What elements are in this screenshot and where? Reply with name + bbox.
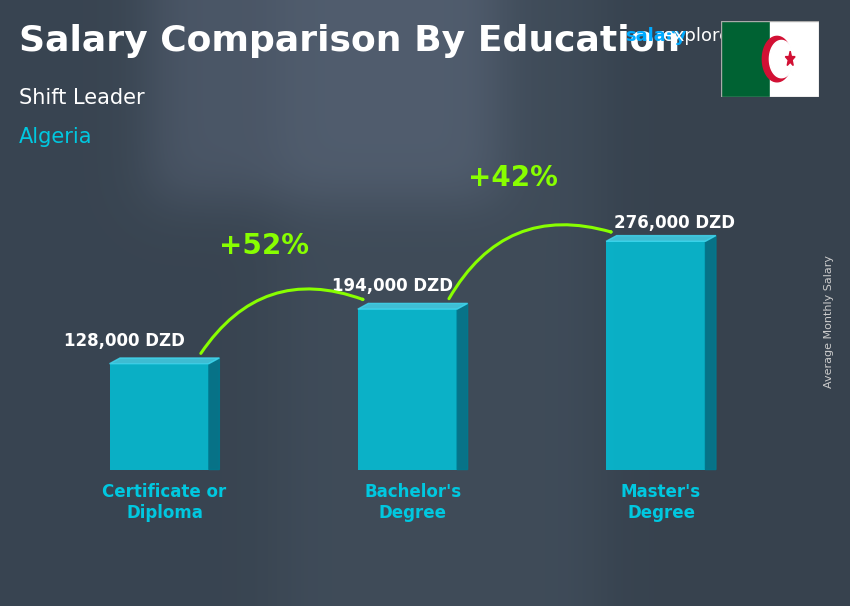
Text: 194,000 DZD: 194,000 DZD bbox=[332, 278, 453, 295]
Text: Shift Leader: Shift Leader bbox=[19, 88, 144, 108]
Text: explorer.com: explorer.com bbox=[663, 27, 780, 45]
Polygon shape bbox=[209, 358, 219, 470]
Polygon shape bbox=[762, 36, 791, 82]
Polygon shape bbox=[785, 51, 795, 65]
Bar bbox=[110, 364, 209, 470]
Polygon shape bbox=[769, 21, 819, 97]
Polygon shape bbox=[769, 41, 793, 78]
Text: Certificate or
Diploma: Certificate or Diploma bbox=[102, 483, 227, 522]
Polygon shape bbox=[110, 358, 219, 364]
Text: +52%: +52% bbox=[219, 232, 309, 260]
Bar bbox=[606, 241, 706, 470]
Text: salary: salary bbox=[625, 27, 686, 45]
Polygon shape bbox=[457, 304, 468, 470]
Text: 276,000 DZD: 276,000 DZD bbox=[615, 214, 735, 232]
Text: +42%: +42% bbox=[468, 164, 558, 192]
Polygon shape bbox=[358, 304, 468, 309]
Text: 128,000 DZD: 128,000 DZD bbox=[65, 332, 185, 350]
Text: Average Monthly Salary: Average Monthly Salary bbox=[824, 255, 834, 388]
Text: Bachelor's
Degree: Bachelor's Degree bbox=[364, 483, 462, 522]
Text: Master's
Degree: Master's Degree bbox=[621, 483, 701, 522]
Text: Salary Comparison By Education: Salary Comparison By Education bbox=[19, 24, 680, 58]
Polygon shape bbox=[706, 236, 716, 470]
Polygon shape bbox=[606, 236, 716, 241]
Text: Algeria: Algeria bbox=[19, 127, 92, 147]
Bar bbox=[358, 309, 457, 470]
Polygon shape bbox=[721, 21, 769, 97]
